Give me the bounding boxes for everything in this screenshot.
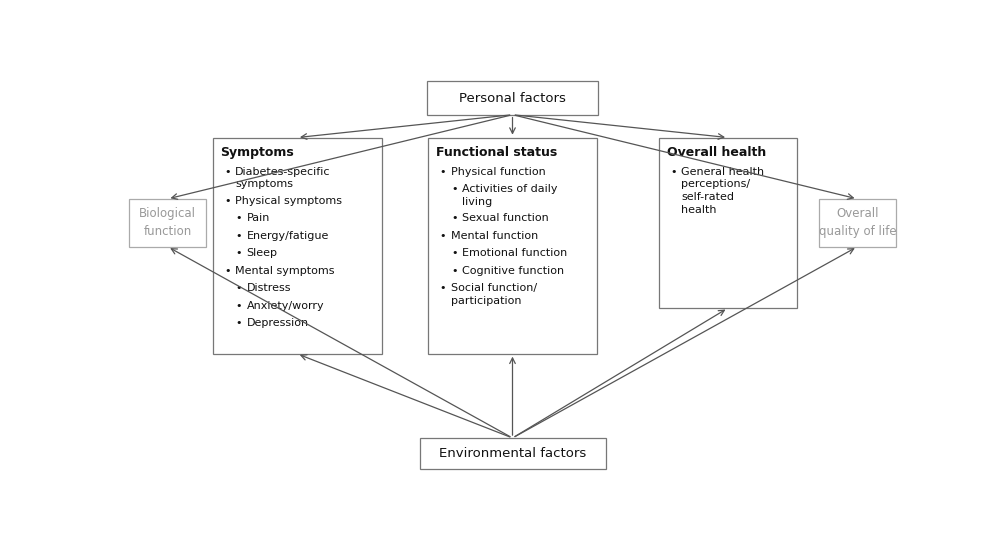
Text: Mental function: Mental function	[451, 231, 538, 241]
Text: Overall
quality of life: Overall quality of life	[819, 207, 896, 238]
Text: •: •	[224, 266, 231, 275]
Text: Energy/fatigue: Energy/fatigue	[247, 231, 329, 241]
Text: •: •	[451, 184, 458, 194]
Text: Distress: Distress	[247, 283, 291, 293]
Text: •: •	[236, 248, 242, 258]
Text: •: •	[451, 266, 458, 275]
Text: Physical symptoms: Physical symptoms	[235, 196, 342, 206]
Text: Symptoms: Symptoms	[220, 146, 294, 159]
Text: Anxiety/worry: Anxiety/worry	[247, 301, 324, 310]
Text: •: •	[236, 318, 242, 328]
Text: Sexual function: Sexual function	[462, 213, 549, 223]
Bar	[659, 138, 797, 308]
Text: •: •	[224, 167, 231, 177]
Text: Depression: Depression	[247, 318, 309, 328]
Text: Activities of daily
living: Activities of daily living	[462, 184, 558, 207]
Bar	[427, 82, 598, 114]
Text: •: •	[236, 231, 242, 241]
Text: Social function/
participation: Social function/ participation	[451, 283, 537, 306]
Text: •: •	[671, 167, 677, 177]
Text: Physical function: Physical function	[451, 167, 545, 177]
Bar	[428, 138, 597, 354]
Text: •: •	[236, 213, 242, 223]
Text: Pain: Pain	[247, 213, 270, 223]
Text: •: •	[236, 283, 242, 293]
Text: •: •	[236, 301, 242, 310]
Text: Cognitive function: Cognitive function	[462, 266, 564, 275]
Text: Mental symptoms: Mental symptoms	[235, 266, 335, 275]
Text: Diabetes-specific
symptoms: Diabetes-specific symptoms	[235, 167, 331, 190]
Text: Personal factors: Personal factors	[459, 92, 566, 105]
Text: Environmental factors: Environmental factors	[439, 447, 586, 460]
Text: Biological
function: Biological function	[139, 207, 196, 238]
Text: General health
perceptions/
self-rated
health: General health perceptions/ self-rated h…	[681, 167, 765, 215]
Text: Functional status: Functional status	[436, 146, 557, 159]
Text: •: •	[451, 248, 458, 258]
Bar	[213, 138, 382, 354]
Text: •: •	[440, 231, 446, 241]
Text: •: •	[451, 213, 458, 223]
Text: Overall health: Overall health	[667, 146, 766, 159]
Text: •: •	[440, 283, 446, 293]
Text: Emotional function: Emotional function	[462, 248, 567, 258]
Text: •: •	[440, 167, 446, 177]
Text: Sleep: Sleep	[247, 248, 278, 258]
Bar	[129, 199, 206, 247]
Text: •: •	[224, 196, 231, 206]
Bar	[819, 199, 896, 247]
Bar	[420, 438, 606, 469]
